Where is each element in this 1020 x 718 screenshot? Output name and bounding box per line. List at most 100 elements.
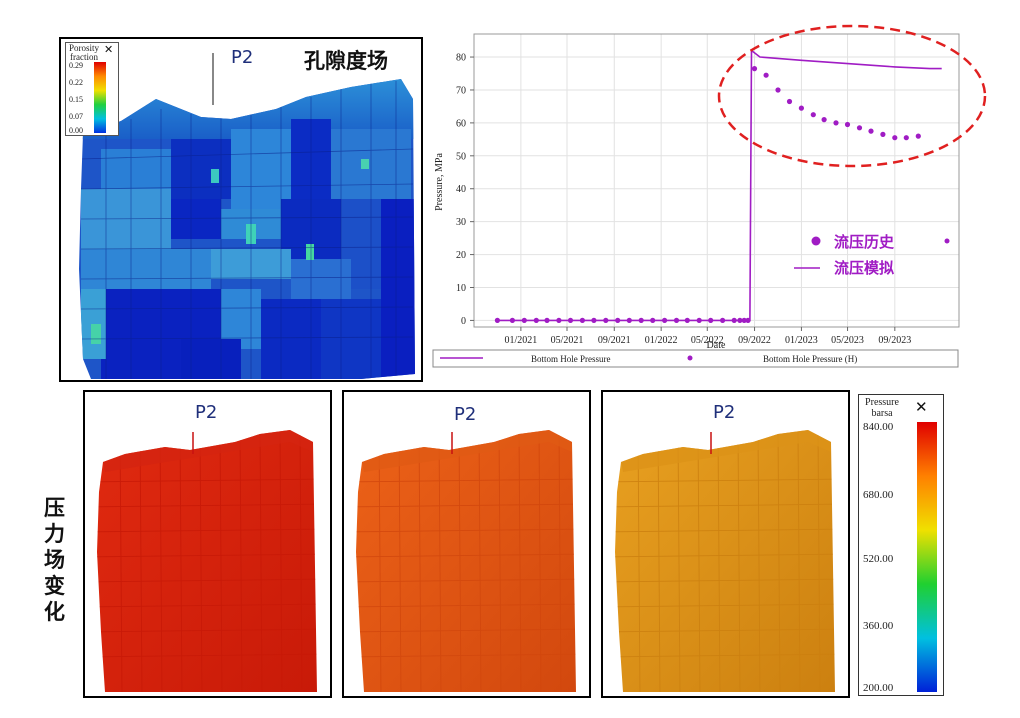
x-tick-label: 05/2022 [691, 335, 724, 346]
pressure-model-3d-1 [97, 430, 317, 692]
pressure-legend-title: Pressure barsa [861, 397, 903, 419]
bottom-legend-line-label: Bottom Hole Pressure [531, 354, 611, 364]
chart-grid [474, 34, 959, 327]
porosity-tick: 0.29 [69, 61, 83, 70]
series-point-bottom-hole-pressure-h [509, 317, 515, 323]
series-point-bottom-hole-pressure-h [775, 87, 781, 93]
y-tick-label: 50 [456, 151, 466, 162]
series-point-bottom-hole-pressure-h [696, 317, 702, 323]
y-tick-label: 80 [456, 53, 466, 64]
x-tick-label: 01/2023 [785, 335, 818, 346]
y-tick-label: 60 [456, 118, 466, 129]
pressure-panel-2-well-label: P2 [454, 404, 477, 425]
pressure-legend-title-line1: Pressure [865, 397, 899, 408]
series-point-bottom-hole-pressure-h [763, 72, 769, 78]
series-point-bottom-hole-pressure-h [494, 317, 500, 323]
legend-cn-scatter-label: 流压历史 [834, 233, 895, 251]
pressure-model-3d-2 [356, 430, 576, 692]
series-point-bottom-hole-pressure-h [615, 317, 621, 323]
x-tick-label: 09/2022 [738, 335, 771, 346]
series-point-bottom-hole-pressure-h [533, 317, 539, 323]
side-label-char: 化 [44, 600, 65, 624]
legend-cn-line-label: 流压模拟 [834, 259, 894, 277]
legend-cn-extra-marker [944, 238, 950, 244]
side-label-char: 场 [44, 548, 65, 572]
series-point-bottom-hole-pressure-h [626, 317, 632, 323]
series-point-bottom-hole-pressure-h [915, 133, 921, 139]
pressure-panel-3-well-label: P2 [713, 402, 736, 423]
porosity-legend-title-line1: Porosity [68, 43, 99, 53]
series-point-bottom-hole-pressure-h [556, 317, 562, 323]
porosity-tick: 0.15 [69, 95, 83, 104]
pressure-model-3d-3 [615, 430, 835, 692]
porosity-well-label: P2 [231, 47, 254, 68]
pressure-colorbar [917, 422, 937, 692]
chart-series [494, 48, 942, 323]
pressure-model-body [97, 430, 317, 692]
series-point-bottom-hole-pressure-h [673, 317, 680, 323]
series-point-bottom-hole-pressure-h [741, 317, 747, 323]
chart-highlight-ellipse [717, 24, 987, 168]
pressure-panel-3: P2 [601, 390, 850, 698]
pressure-model-body [356, 430, 576, 692]
y-tick-label: 20 [456, 250, 466, 261]
chart-x-axis-label: Date [707, 340, 726, 351]
side-label-char: 变 [44, 574, 65, 598]
series-point-bottom-hole-pressure-h [798, 105, 804, 111]
x-tick-label: 09/2023 [878, 335, 911, 346]
series-point-bottom-hole-pressure-h [751, 66, 758, 72]
chart-plot-frame [473, 33, 960, 328]
series-point-bottom-hole-pressure-h [868, 128, 874, 134]
porosity-legend-close-icon[interactable]: ✕ [104, 44, 114, 56]
porosity-model-3d [79, 53, 415, 379]
series-point-bottom-hole-pressure-h [892, 135, 898, 141]
y-tick-label: 0 [461, 316, 466, 327]
porosity-tick: 0.22 [69, 78, 83, 87]
series-line-bottom-hole-pressure [497, 48, 942, 322]
y-tick-label: 30 [456, 217, 466, 228]
chart-y-axis-label: Pressure, MPa [434, 153, 445, 211]
porosity-tick: 0.07 [69, 112, 83, 121]
series-point-bottom-hole-pressure-h [737, 317, 743, 323]
series-point-bottom-hole-pressure-h [786, 98, 793, 105]
x-tick-label: 05/2021 [551, 335, 584, 346]
series-point-bottom-hole-pressure-h [708, 317, 714, 323]
series-point-bottom-hole-pressure-h [745, 317, 751, 323]
porosity-legend-title: Porosity fraction [68, 44, 100, 62]
series-point-bottom-hole-pressure-h [603, 317, 609, 323]
porosity-legend: Porosity fraction ✕ 0.29 0.22 0.15 0.07 … [65, 42, 119, 136]
series-point-bottom-hole-pressure-h [521, 317, 527, 323]
series-point-bottom-hole-pressure-h [844, 121, 851, 128]
series-point-bottom-hole-pressure-h [720, 317, 726, 323]
side-label-char: 压 [44, 496, 65, 520]
series-point-bottom-hole-pressure-h [903, 135, 909, 141]
bottom-legend-scatter-marker [687, 355, 693, 361]
pressure-legend: Pressure barsa ✕ 840.00 680.00 520.00 36… [858, 394, 944, 696]
series-point-bottom-hole-pressure-h [650, 317, 656, 323]
series-point-bottom-hole-pressure-h [579, 317, 585, 323]
bottom-legend-scatter-label: Bottom Hole Pressure (H) [763, 354, 857, 364]
porosity-colorbar [94, 62, 106, 133]
porosity-title: 孔隙度场 [304, 49, 388, 73]
pressure-tick: 680.00 [863, 489, 894, 501]
series-point-bottom-hole-pressure-h [810, 112, 816, 118]
x-tick-label: 01/2021 [504, 335, 537, 346]
series-point-bottom-hole-pressure-h [684, 317, 690, 323]
pressure-chart: 0 10 20 30 40 50 60 70 80 01/2021 05/2021 09/2021 0… [428, 14, 988, 370]
series-point-bottom-hole-pressure-h [821, 117, 827, 123]
series-point-bottom-hole-pressure-h [731, 317, 737, 323]
series-point-bottom-hole-pressure-h [662, 317, 668, 323]
y-tick-label: 70 [456, 85, 466, 96]
pressure-legend-title-line2: barsa [871, 408, 893, 419]
pressure-panel-1-well-label: P2 [195, 402, 218, 423]
side-label-char: 力 [44, 522, 65, 546]
x-tick-label: 09/2021 [598, 335, 631, 346]
series-point-bottom-hole-pressure-h [638, 317, 644, 323]
x-tick-label: 05/2023 [831, 335, 864, 346]
pressure-tick: 200.00 [863, 682, 894, 694]
pressure-tick: 520.00 [863, 553, 894, 565]
series-point-bottom-hole-pressure-h [880, 131, 886, 137]
pressure-legend-close-icon[interactable]: ✕ [915, 399, 928, 416]
pressure-tick: 840.00 [863, 421, 894, 433]
